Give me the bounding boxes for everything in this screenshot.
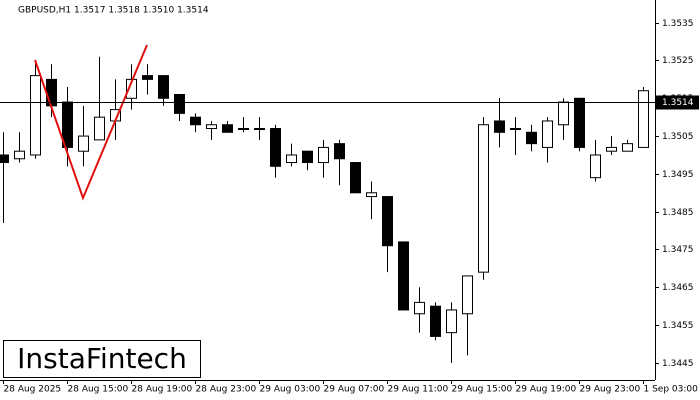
y-tick-label: 1.3455 [662, 321, 694, 331]
candle-body [558, 101, 569, 126]
y-tick-label: 1.3505 [662, 132, 694, 142]
candle-body [46, 78, 57, 107]
candle-body [574, 97, 585, 148]
y-tick-label: 1.3475 [662, 245, 694, 255]
candle-body [174, 94, 185, 114]
candle-body [606, 146, 617, 152]
candle-body [622, 143, 633, 152]
x-tick-label: 29 Aug 11:00 [388, 385, 449, 395]
candle-body [414, 301, 425, 315]
x-tick-label: 28 Aug 2025 [4, 385, 62, 395]
x-tick-label: 28 Aug 15:00 [68, 385, 129, 395]
candle-body [398, 241, 409, 311]
logo-box [3, 340, 201, 378]
x-tick-label: 1 Sep 03:00 [644, 385, 699, 395]
candle-body [94, 116, 105, 141]
y-tick-label: 1.3465 [662, 283, 694, 293]
x-tick-label: 28 Aug 19:00 [132, 385, 193, 395]
price-label-box [656, 95, 699, 110]
candle-body [286, 154, 297, 164]
candle-body [382, 196, 393, 247]
candle-body [206, 124, 217, 130]
y-tick-label: 1.3525 [662, 56, 694, 66]
candle-body [238, 128, 249, 131]
y-tick-label: 1.3535 [662, 19, 694, 29]
candle-body [0, 154, 9, 164]
candle-body [526, 131, 537, 145]
candles [0, 56, 649, 363]
chart-title: GBPUSD,H1 1.3517 1.3518 1.3510 1.3514 [18, 6, 209, 16]
candle-body [334, 143, 345, 160]
y-tick-label: 1.3485 [662, 208, 694, 218]
candle-body [30, 75, 41, 156]
candle-body [190, 116, 201, 126]
y-tick-label: 1.3445 [662, 359, 694, 369]
pattern-line [34, 44, 148, 201]
price-label: 1.3514 [662, 98, 694, 108]
candle-body [446, 309, 457, 334]
candle-body [14, 150, 25, 160]
y-tick-label: 1.3495 [662, 170, 694, 180]
candle-body [430, 305, 441, 337]
candle-body [126, 78, 137, 99]
x-tick-label: 29 Aug 15:00 [452, 385, 513, 395]
candle-body [142, 75, 153, 80]
candle-body [366, 192, 377, 198]
candle-body [590, 154, 601, 179]
candle-body [222, 124, 233, 133]
candle-body [494, 120, 505, 133]
candle-body [638, 90, 649, 148]
x-tick-label: 29 Aug 19:00 [516, 385, 577, 395]
candle-body [462, 275, 473, 315]
candle-body [302, 150, 313, 164]
x-tick-label: 28 Aug 23:00 [196, 385, 257, 395]
candle-body [254, 128, 265, 131]
candle-body [350, 162, 361, 194]
candle-body [78, 135, 89, 152]
candle-body [478, 124, 489, 273]
candle-body [542, 120, 553, 148]
logo: InstaFintech [17, 342, 187, 375]
candle-body [270, 128, 281, 167]
x-tick-label: 29 Aug 23:00 [580, 385, 641, 395]
candle-body [318, 146, 329, 164]
x-tick-label: 29 Aug 07:00 [324, 385, 385, 395]
candle-body [510, 128, 521, 131]
x-tick-label: 29 Aug 03:00 [260, 385, 321, 395]
candle-body [158, 75, 169, 99]
